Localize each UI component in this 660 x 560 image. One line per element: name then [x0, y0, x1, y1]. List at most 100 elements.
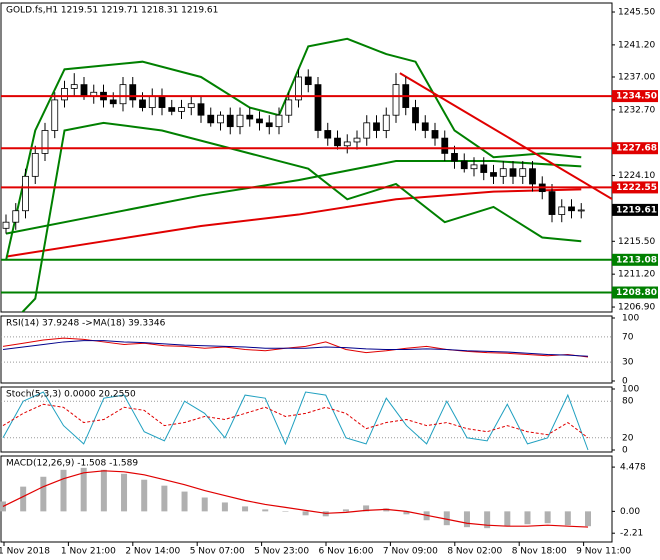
level-label-box — [612, 181, 658, 194]
overlay-line — [5, 160, 582, 235]
candle-body — [275, 114, 283, 128]
macd-bar — [40, 476, 47, 512]
x-tick-label: 1 Nov 2018 — [0, 547, 50, 557]
candle-body — [109, 99, 117, 105]
candle-body — [80, 84, 88, 97]
macd-bar — [161, 485, 168, 512]
candle-body — [178, 107, 185, 112]
macd-bar — [463, 511, 470, 528]
y-tick-label: 100 — [622, 385, 639, 395]
candle-body — [441, 137, 449, 154]
candle-body — [236, 114, 244, 128]
candle-body — [470, 164, 478, 170]
x-tick-label: 5 Nov 07:00 — [190, 547, 245, 557]
candle-body — [129, 84, 137, 101]
level-label-box — [612, 90, 658, 103]
level-label-box — [612, 286, 658, 299]
candle-body — [499, 168, 507, 177]
macd-bar — [403, 511, 410, 515]
y-tick-label: 1245.50 — [618, 8, 655, 18]
candle-body — [412, 107, 419, 124]
candle-body — [460, 160, 468, 170]
x-tick-label: 6 Nov 16:00 — [319, 547, 374, 557]
candle-body — [529, 168, 536, 185]
rsi-panel-frame — [0, 315, 613, 384]
macd-bar — [262, 509, 269, 512]
macd-bar — [544, 511, 551, 524]
candle-body — [382, 114, 390, 131]
candle-body — [343, 141, 351, 147]
macd-bar — [181, 491, 188, 512]
macd-bar — [141, 479, 148, 512]
candle-body — [22, 175, 29, 212]
macd-bar — [443, 511, 450, 526]
y-tick-label: 80 — [622, 397, 634, 407]
candle-body — [246, 114, 254, 120]
candle-body — [119, 84, 127, 105]
level-label-box — [612, 142, 658, 155]
candle-body — [558, 206, 566, 215]
y-tick-label: 1206.90 — [618, 303, 655, 313]
candle-body — [568, 206, 575, 212]
candle-body — [285, 99, 293, 116]
y-tick-label: 0.00 — [620, 507, 640, 517]
level-label: 1227.68 — [616, 144, 657, 154]
x-tick-label: 9 Nov 11:00 — [576, 547, 631, 557]
candle-body — [168, 107, 176, 112]
macd-bar — [100, 469, 107, 512]
main-panel-frame — [0, 2, 613, 313]
x-tick-label: 5 Nov 23:00 — [254, 547, 309, 557]
macd-bar — [524, 511, 531, 525]
candle-body — [217, 114, 224, 124]
macd-bar — [221, 502, 228, 512]
x-tick-label: 8 Nov 18:00 — [512, 547, 567, 557]
candle-body — [509, 168, 517, 177]
trendline — [399, 72, 612, 201]
y-tick-label: 0 — [622, 377, 628, 387]
candle-body — [226, 114, 234, 128]
candle-body — [207, 114, 215, 124]
candle-body — [548, 191, 556, 215]
macd-bar — [242, 506, 249, 512]
overlay-line — [5, 188, 582, 258]
candle-body — [334, 137, 341, 147]
level-label: 1213.08 — [616, 255, 657, 265]
candle-body — [51, 99, 59, 131]
candle-body — [304, 76, 312, 86]
overlay-line — [21, 121, 582, 312]
y-tick-label: 20 — [622, 433, 634, 443]
level-label: 1208.80 — [616, 288, 657, 298]
candle-body — [490, 172, 497, 177]
indicator-line — [2, 340, 589, 357]
candle-body — [295, 76, 302, 101]
candle-body — [431, 130, 439, 139]
last-price-box — [612, 203, 658, 216]
y-tick-label: 1241.20 — [618, 40, 655, 50]
y-tick-label: 1237.00 — [618, 72, 655, 82]
macd-bar — [585, 511, 591, 527]
stoch-panel-frame — [0, 386, 613, 453]
y-tick-label: 4.478 — [620, 463, 646, 473]
candle-body — [158, 95, 166, 108]
macd-bar — [564, 511, 571, 526]
x-tick-label: 1 Nov 21:00 — [61, 547, 116, 557]
indicator-line — [2, 337, 589, 358]
candle-body — [197, 103, 205, 116]
candle-body — [421, 122, 429, 131]
overlay-line — [5, 37, 582, 261]
macd-bar — [201, 497, 208, 512]
candle-body — [363, 122, 371, 139]
macd-bar — [80, 467, 87, 512]
candle-body — [12, 210, 20, 223]
x-tick-label: 7 Nov 09:00 — [383, 547, 438, 557]
candle-body — [577, 209, 585, 212]
macd-bar — [504, 511, 511, 527]
y-tick-label: 1211.20 — [618, 270, 655, 280]
candle-body — [519, 168, 527, 177]
candle-body — [265, 122, 273, 128]
candle-body — [353, 137, 361, 143]
indicator-line — [2, 403, 589, 439]
candle-body — [61, 88, 68, 101]
